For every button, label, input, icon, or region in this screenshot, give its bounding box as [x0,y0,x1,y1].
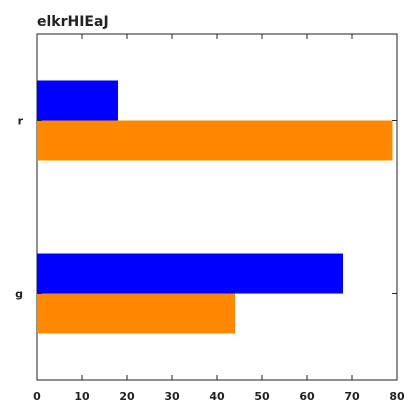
x-tick-label-60: 60 [299,390,315,403]
x-tick-label-70: 70 [344,390,360,403]
x-tick-label-30: 30 [164,390,180,403]
y-tick-label-g: g [15,288,23,301]
chart-title: elkrHIEaJ [37,14,109,30]
x-tick-label-10: 10 [74,390,90,403]
x-tick-label-0: 0 [33,390,41,403]
x-tick-label-40: 40 [209,390,225,403]
bar-r-series-1 [37,81,118,121]
x-tick-label-20: 20 [119,390,135,403]
x-tick-label-50: 50 [254,390,270,403]
y-tick-label-r: r [18,115,24,128]
bar-g-series-2 [37,294,235,334]
x-tick-label-80: 80 [389,390,405,403]
bar-g-series-1 [37,254,343,294]
bar-r-series-2 [37,121,393,161]
bars-group [37,81,393,334]
